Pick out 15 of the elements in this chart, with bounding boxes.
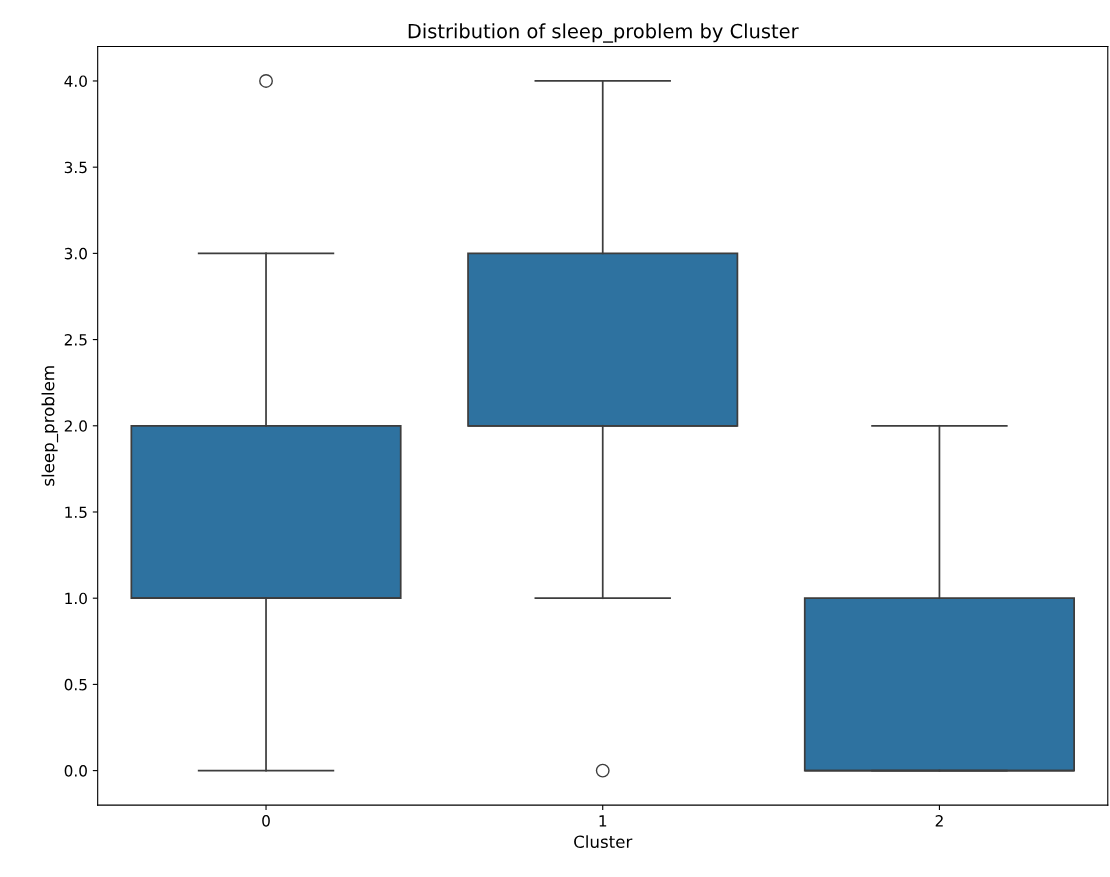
y-axis-title: sleep_problem: [41, 366, 59, 486]
y-tick-label: 1.0: [65, 592, 87, 605]
y-tick-label: 3.5: [64, 161, 87, 174]
y-tick-label: 4.0: [64, 75, 87, 87]
y-tick-label: 0.0: [64, 765, 87, 777]
x-axis-title: Cluster: [574, 835, 633, 849]
chart-title: Distribution of sleep_problem by Cluster: [408, 23, 799, 43]
y-tick-label: 2.5: [64, 334, 87, 346]
y-tick-label: 0.5: [64, 678, 87, 691]
y-tick-label: 2.0: [64, 420, 87, 432]
y-tick-label: 3.0: [64, 247, 87, 260]
x-tick-label: 0: [262, 815, 270, 827]
x-tick-label: 1: [599, 815, 607, 827]
x-tick-label: 2: [935, 815, 943, 827]
y-tick-label: 1.5: [65, 506, 87, 519]
